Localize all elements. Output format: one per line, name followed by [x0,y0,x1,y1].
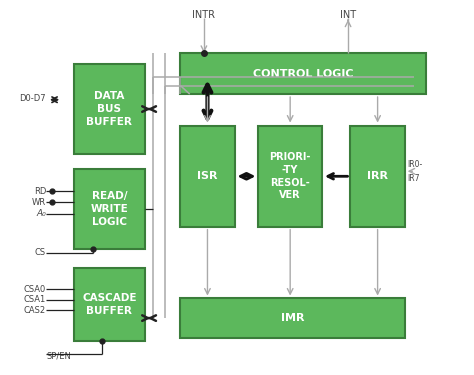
Text: IR7: IR7 [407,174,419,183]
Bar [74,268,145,340]
Text: D0-D7: D0-D7 [19,94,46,103]
Text: IMR: IMR [281,313,304,323]
Text: WR: WR [32,198,46,207]
Text: CONTROL LOGIC: CONTROL LOGIC [253,69,354,78]
Bar [180,298,405,338]
Text: CSA1: CSA1 [24,295,46,304]
Text: SP/EN: SP/EN [46,352,71,361]
Text: CASCADE
BUFFER: CASCADE BUFFER [82,293,137,316]
Text: DATA
BUS
BUFFER: DATA BUS BUFFER [86,91,132,127]
Text: CS: CS [35,248,46,257]
Bar [350,126,405,227]
Text: INT: INT [340,10,356,20]
Bar [74,64,145,154]
Text: A₀: A₀ [36,209,46,218]
Bar [74,169,145,249]
Bar [258,126,322,227]
Text: PRIORI-
-TY
RESOL-
VER: PRIORI- -TY RESOL- VER [270,152,311,201]
Text: IRR: IRR [367,171,388,181]
Bar [180,53,426,94]
Text: CSA0: CSA0 [24,285,46,294]
Bar [180,126,235,227]
Text: INTR: INTR [192,10,215,20]
Text: ISR: ISR [197,171,218,181]
Text: IR0-: IR0- [407,160,422,169]
Text: RD: RD [34,187,46,196]
Text: CAS2: CAS2 [24,306,46,315]
Text: READ/
WRITE
LOGIC: READ/ WRITE LOGIC [91,191,128,227]
